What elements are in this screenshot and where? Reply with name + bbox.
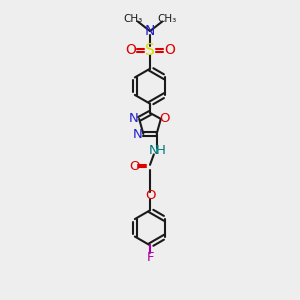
- Text: N: N: [133, 128, 143, 141]
- Text: N: N: [149, 144, 159, 158]
- Text: O: O: [129, 160, 140, 173]
- Text: CH₃: CH₃: [124, 14, 143, 24]
- Text: H: H: [156, 144, 166, 158]
- Text: N: N: [129, 112, 139, 125]
- Text: O: O: [164, 43, 175, 57]
- Text: O: O: [159, 112, 170, 125]
- Text: S: S: [145, 43, 155, 58]
- Text: O: O: [125, 43, 136, 57]
- Text: CH₃: CH₃: [157, 14, 176, 24]
- Text: N: N: [145, 24, 155, 38]
- Text: F: F: [146, 251, 154, 264]
- Text: O: O: [145, 189, 155, 202]
